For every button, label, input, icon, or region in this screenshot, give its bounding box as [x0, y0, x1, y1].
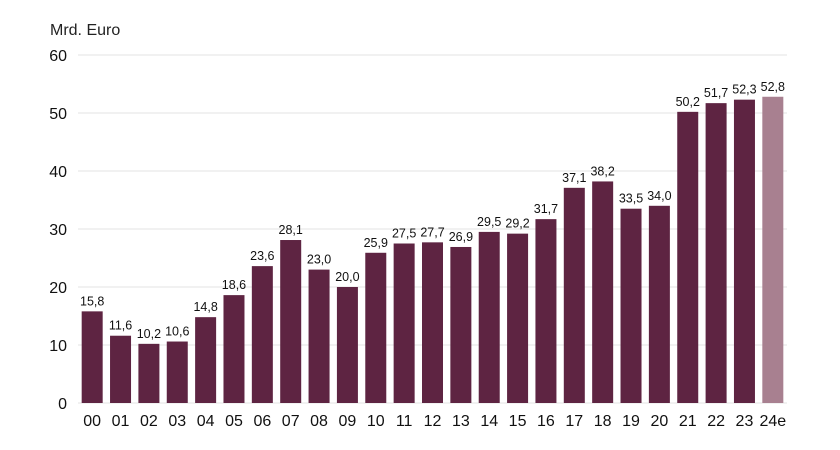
bar-value-label: 31,7: [534, 202, 558, 216]
x-tick-label: 07: [282, 413, 300, 430]
bar: [535, 219, 557, 403]
bar-value-label: 52,8: [761, 80, 785, 94]
x-axis-ticks: 00 01 02 03 04 05 06 07 08 09 10 11 12 13 14 15 16 17 18 19…: [83, 413, 786, 430]
bar-value-label: 52,3: [732, 83, 756, 97]
y-tick-label: 30: [49, 222, 67, 239]
bar-value-label: 23,0: [307, 253, 331, 267]
bar: [81, 311, 103, 403]
bar: [393, 243, 415, 403]
y-tick-label: 50: [49, 106, 67, 123]
bar: [620, 208, 642, 403]
x-tick-label: 10: [367, 413, 385, 430]
bar-value-label: 51,7: [704, 86, 728, 100]
bar: [251, 266, 273, 403]
x-tick-label: 21: [679, 413, 697, 430]
y-axis-unit-label: Mrd. Euro: [50, 22, 121, 39]
x-tick-label: 11: [396, 413, 413, 430]
bar: [336, 287, 358, 403]
x-tick-label: 24e: [759, 413, 786, 430]
bar-value-label: 28,1: [279, 223, 303, 237]
bar: [592, 181, 614, 403]
bar-value-label: 33,5: [619, 192, 643, 206]
bar: [166, 341, 188, 403]
bar: [110, 335, 132, 403]
x-tick-label: 02: [140, 413, 158, 430]
x-tick-label: 23: [736, 413, 754, 430]
x-tick-label: 14: [480, 413, 498, 430]
bar: [677, 111, 699, 403]
x-tick-label: 04: [197, 413, 215, 430]
x-tick-label: 16: [537, 413, 555, 430]
x-tick-label: 15: [509, 413, 527, 430]
bar-value-label: 14,8: [193, 300, 217, 314]
bar: [478, 231, 500, 403]
x-tick-label: 18: [594, 413, 612, 430]
x-tick-label: 22: [707, 413, 725, 430]
bar: [223, 295, 245, 403]
x-tick-label: 17: [565, 413, 583, 430]
x-tick-label: 01: [112, 413, 130, 430]
bar-value-label: 23,6: [250, 249, 274, 263]
bar-value-label: 27,7: [420, 225, 444, 239]
x-tick-label: 06: [253, 413, 271, 430]
bar: [762, 96, 784, 403]
bar-value-label: 27,5: [392, 227, 416, 241]
bar-value-label: 25,9: [364, 236, 388, 250]
bar: [705, 103, 727, 403]
x-tick-label: 09: [339, 413, 357, 430]
x-tick-label: 20: [650, 413, 668, 430]
x-tick-label: 08: [310, 413, 328, 430]
bar-value-label: 34,0: [647, 189, 671, 203]
y-tick-label: 20: [49, 280, 67, 297]
y-tick-label: 0: [58, 396, 67, 413]
bar-value-label: 20,0: [335, 270, 359, 284]
bar: [733, 99, 755, 403]
bar-value-labels: 15,8 11,6 10,2 10,6 14,8 18,6 23,6 28,1 23,0 20,0…: [80, 80, 785, 341]
bar: [450, 246, 472, 403]
bar: [507, 233, 529, 403]
y-tick-label: 60: [49, 48, 67, 65]
x-tick-label: 05: [225, 413, 243, 430]
bar-value-label: 38,2: [590, 164, 614, 178]
bar: [138, 343, 160, 403]
bar: [422, 242, 443, 403]
bar-value-label: 10,6: [165, 325, 189, 339]
bar: [563, 187, 585, 403]
bar-value-label: 29,5: [477, 215, 501, 229]
bar-value-label: 18,6: [222, 278, 246, 292]
y-tick-label: 40: [49, 164, 67, 181]
bar: [365, 252, 387, 403]
bar-value-label: 26,9: [449, 230, 473, 244]
bar-value-label: 10,2: [137, 327, 161, 341]
y-axis-ticks: 0 10 20 30 40 50 60: [49, 48, 67, 413]
bar: [195, 317, 217, 403]
bar-value-label: 15,8: [80, 294, 104, 308]
x-tick-label: 00: [83, 413, 101, 430]
y-tick-label: 10: [49, 338, 67, 355]
bar: [280, 240, 302, 403]
bar-value-label: 50,2: [676, 95, 700, 109]
bar-value-label: 29,2: [505, 217, 529, 231]
bars: [81, 96, 784, 403]
x-tick-label: 13: [452, 413, 470, 430]
bar-value-label: 37,1: [562, 171, 586, 185]
bar-value-label: 11,6: [109, 319, 132, 333]
x-tick-label: 03: [168, 413, 186, 430]
bar: [308, 269, 330, 403]
x-tick-label: 12: [424, 413, 442, 430]
x-tick-label: 19: [622, 413, 640, 430]
bar: [648, 205, 670, 403]
